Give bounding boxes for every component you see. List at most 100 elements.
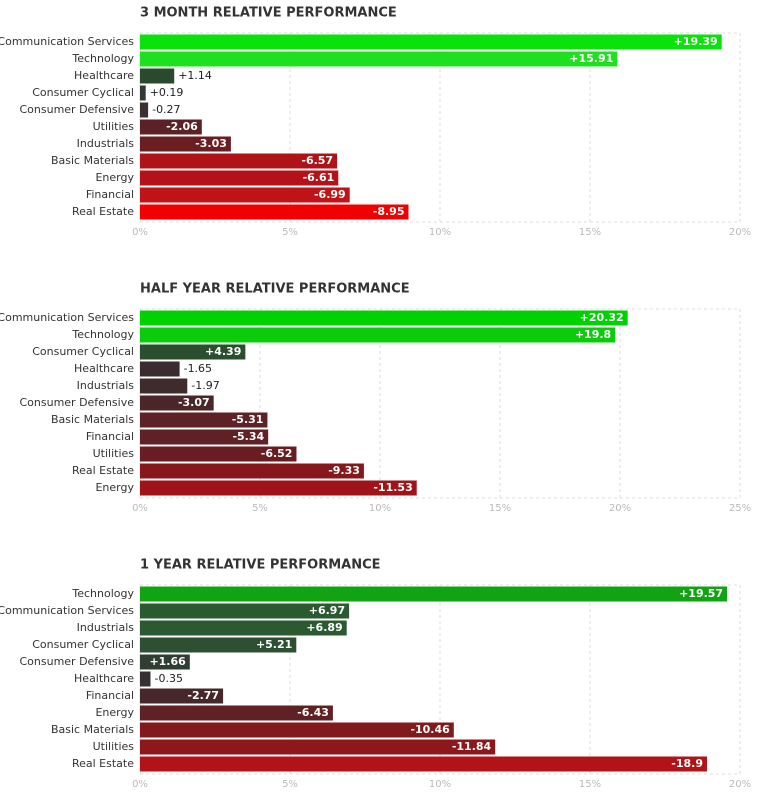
value-label: -0.35	[155, 672, 183, 685]
bar	[140, 429, 269, 445]
bar	[140, 327, 616, 343]
value-label: -2.06	[166, 120, 198, 133]
category-label: Healthcare	[74, 362, 134, 375]
value-label: +1.14	[178, 69, 212, 82]
bar	[140, 119, 202, 135]
category-label: Utilities	[93, 120, 135, 133]
bar	[140, 463, 364, 479]
bar	[140, 85, 146, 101]
value-label: -6.99	[314, 188, 346, 201]
value-label: +15.91	[569, 52, 613, 65]
x-tick-label: 10%	[429, 779, 451, 790]
category-label: Real Estate	[72, 205, 134, 218]
category-label: Consumer Defensive	[19, 103, 134, 116]
value-label: -6.61	[303, 171, 335, 184]
value-label: -11.53	[373, 481, 412, 494]
value-label: +19.39	[674, 35, 718, 48]
category-label: Utilities	[93, 740, 135, 753]
x-tick-label: 20%	[729, 227, 751, 238]
bar	[140, 671, 151, 687]
value-label: +0.19	[150, 86, 184, 99]
category-label: Consumer Cyclical	[32, 638, 134, 651]
bar	[140, 705, 333, 721]
bar	[140, 603, 350, 619]
category-label: Real Estate	[72, 757, 134, 770]
bar	[140, 136, 231, 152]
chart-title: HALF YEAR RELATIVE PERFORMANCE	[140, 282, 410, 297]
value-label: -6.52	[261, 447, 293, 460]
bar	[140, 722, 454, 738]
category-label: Basic Materials	[51, 154, 134, 167]
category-label: Consumer Defensive	[19, 655, 134, 668]
x-tick-label: 0%	[132, 227, 148, 238]
category-label: Financial	[86, 430, 134, 443]
bar	[140, 68, 175, 84]
bar	[140, 480, 417, 496]
bar	[140, 51, 618, 67]
value-label: -3.03	[195, 137, 227, 150]
value-label: -1.65	[184, 362, 212, 375]
value-label: +20.32	[580, 311, 624, 324]
bar	[140, 654, 190, 670]
value-label: -3.07	[178, 396, 210, 409]
value-label: +6.89	[306, 621, 342, 634]
category-label: Technology	[71, 52, 134, 65]
bar	[140, 204, 409, 220]
category-label: Industrials	[77, 137, 135, 150]
value-label: -2.77	[187, 689, 219, 702]
value-label: -6.57	[301, 154, 333, 167]
category-label: Healthcare	[74, 69, 134, 82]
category-label: Energy	[95, 171, 134, 184]
bar	[140, 756, 707, 772]
bar	[140, 102, 149, 118]
bar	[140, 739, 496, 755]
category-label: Industrials	[77, 379, 135, 392]
value-label: -10.46	[410, 723, 450, 736]
category-label: Technology	[71, 328, 134, 341]
value-label: +19.57	[679, 587, 723, 600]
category-label: Healthcare	[74, 672, 134, 685]
category-label: Technology	[71, 587, 134, 600]
category-label: Communication Services	[0, 35, 134, 48]
value-label: -9.33	[328, 464, 360, 477]
category-label: Industrials	[77, 621, 135, 634]
chart-title: 3 MONTH RELATIVE PERFORMANCE	[140, 6, 397, 21]
value-label: -5.31	[232, 413, 264, 426]
value-label: -18.9	[671, 757, 703, 770]
value-label: +4.39	[205, 345, 241, 358]
x-tick-label: 15%	[579, 227, 601, 238]
value-label: -5.34	[232, 430, 264, 443]
x-tick-label: 0%	[132, 779, 148, 790]
x-tick-label: 0%	[132, 503, 148, 514]
x-tick-label: 15%	[489, 503, 511, 514]
value-label: +1.66	[149, 655, 186, 668]
value-label: +19.8	[575, 328, 611, 341]
x-tick-label: 20%	[729, 779, 751, 790]
x-tick-label: 5%	[252, 503, 268, 514]
category-label: Consumer Defensive	[19, 396, 134, 409]
bar	[140, 34, 722, 50]
category-label: Energy	[95, 481, 134, 494]
bar	[140, 361, 180, 377]
x-tick-label: 25%	[729, 503, 751, 514]
value-label: -11.84	[452, 740, 492, 753]
bar	[140, 310, 628, 326]
category-label: Basic Materials	[51, 723, 134, 736]
value-label: +5.21	[256, 638, 292, 651]
category-label: Basic Materials	[51, 413, 134, 426]
bar	[140, 378, 188, 394]
x-tick-label: 10%	[369, 503, 391, 514]
category-label: Energy	[95, 706, 134, 719]
value-label: -8.95	[373, 205, 405, 218]
value-label: -6.43	[297, 706, 329, 719]
bar	[140, 637, 297, 653]
category-label: Communication Services	[0, 604, 134, 617]
x-tick-label: 5%	[282, 227, 298, 238]
bar	[140, 620, 347, 636]
bar	[140, 586, 728, 602]
category-label: Consumer Cyclical	[32, 86, 134, 99]
category-label: Consumer Cyclical	[32, 345, 134, 358]
x-tick-label: 20%	[609, 503, 631, 514]
x-tick-label: 10%	[429, 227, 451, 238]
category-label: Utilities	[93, 447, 135, 460]
